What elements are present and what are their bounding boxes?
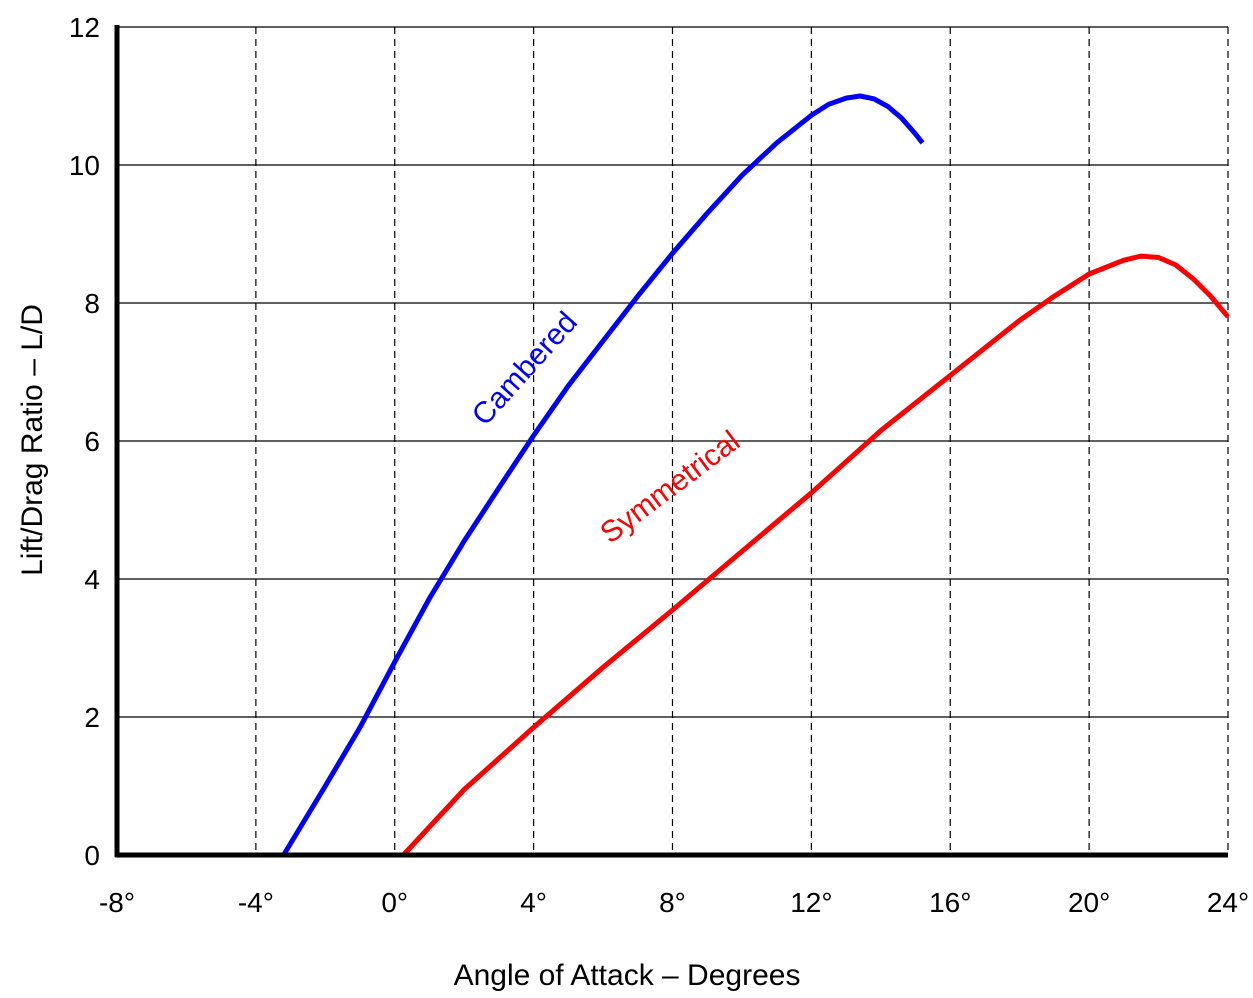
- x-tick-label: 0°: [381, 887, 408, 918]
- series-layer: [281, 93, 1230, 857]
- series-line-symmetrical: [401, 253, 1230, 857]
- y-tick-label: 6: [84, 426, 100, 457]
- curve-label-cambered: Cambered: [466, 306, 584, 432]
- y-tick-label: 12: [69, 12, 100, 43]
- tick-labels: -8° -4° 0° 4° 8° 12° 16° 20° 24° 0 2 4 6 8 10 12: [69, 12, 1249, 918]
- x-tick-label: 12°: [790, 887, 832, 918]
- x-tick-label: 4°: [520, 887, 547, 918]
- y-axis-title: Lift/Drag Ratio – L/D: [16, 304, 49, 576]
- y-tick-label: 4: [84, 564, 100, 595]
- y-tick-label: 8: [84, 288, 100, 319]
- y-tick-label: 2: [84, 702, 100, 733]
- curve-label-symmetrical: Symmetrical: [594, 424, 746, 550]
- x-axis-title: Angle of Attack – Degrees: [454, 959, 801, 992]
- x-tick-label: 16°: [929, 887, 971, 918]
- x-tick-label: 8°: [659, 887, 686, 918]
- grid: [117, 26, 1229, 855]
- y-tick-label: 0: [84, 840, 100, 871]
- y-tick-label: 10: [69, 150, 100, 181]
- axes: [114, 25, 1228, 858]
- x-tick-label: 24°: [1207, 887, 1249, 918]
- series-line-cambered: [281, 93, 925, 857]
- x-tick-label: -4°: [238, 887, 274, 918]
- x-tick-label: -8°: [99, 887, 135, 918]
- x-tick-label: 20°: [1068, 887, 1110, 918]
